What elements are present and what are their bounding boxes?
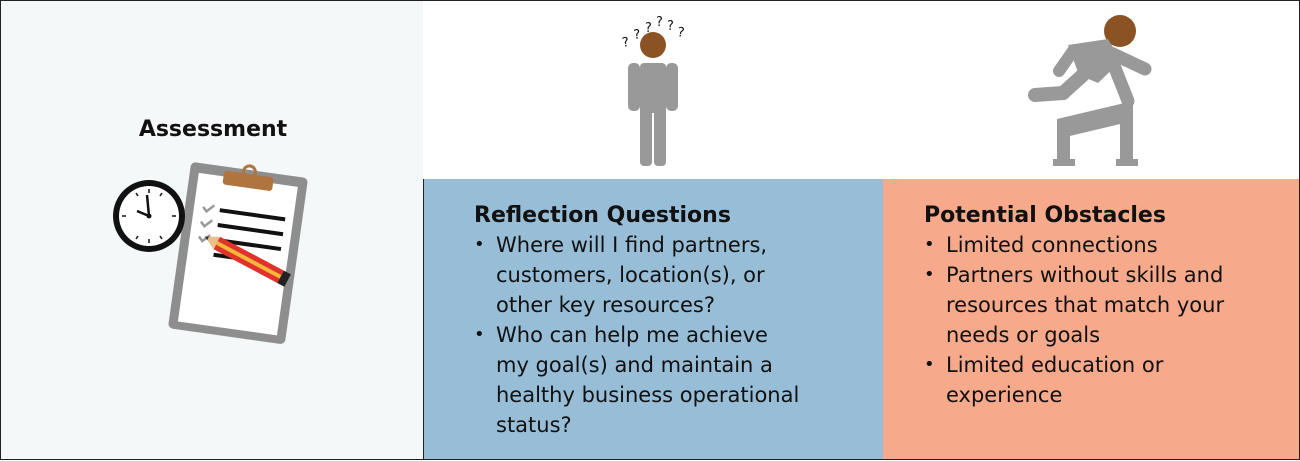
reflection-panel: Reflection Questions Where will I find p… [423,179,884,460]
reflection-icon-cell: ? ? ? ? ? ? [423,0,884,180]
reflection-item-2: Who can help me achieve my goal(s) and m… [474,320,874,440]
svg-text:?: ? [667,19,674,34]
obstacles-panel: Potential Obstacles Limited connections … [883,179,1300,460]
reflection-list: Where will I find partners, customers, l… [474,230,874,440]
obstacles-list: Limited connections Partners without ski… [924,230,1294,410]
svg-text:?: ? [676,25,685,41]
clipboard-clock-pencil-icon [113,162,308,344]
assessment-title: Assessment [138,117,288,142]
svg-text:?: ? [656,15,663,30]
svg-text:?: ? [645,21,652,36]
reflection-item-1: Where will I find partners, customers, l… [474,230,874,320]
obstacles-title: Potential Obstacles [924,203,1166,228]
obstacles-item-2: Partners without skills and resources th… [924,260,1294,350]
obstacles-icon-cell [883,0,1300,180]
svg-text:?: ? [621,35,630,51]
hurdle-jumper-icon [1028,15,1152,166]
confused-person-icon: ? ? ? ? ? ? [621,15,685,166]
svg-text:?: ? [633,27,641,43]
obstacles-item-1: Limited connections [924,230,1294,260]
obstacles-item-3: Limited education or experience [924,350,1294,410]
reflection-title: Reflection Questions [474,203,731,228]
assessment-cell: Assessment [0,0,424,460]
